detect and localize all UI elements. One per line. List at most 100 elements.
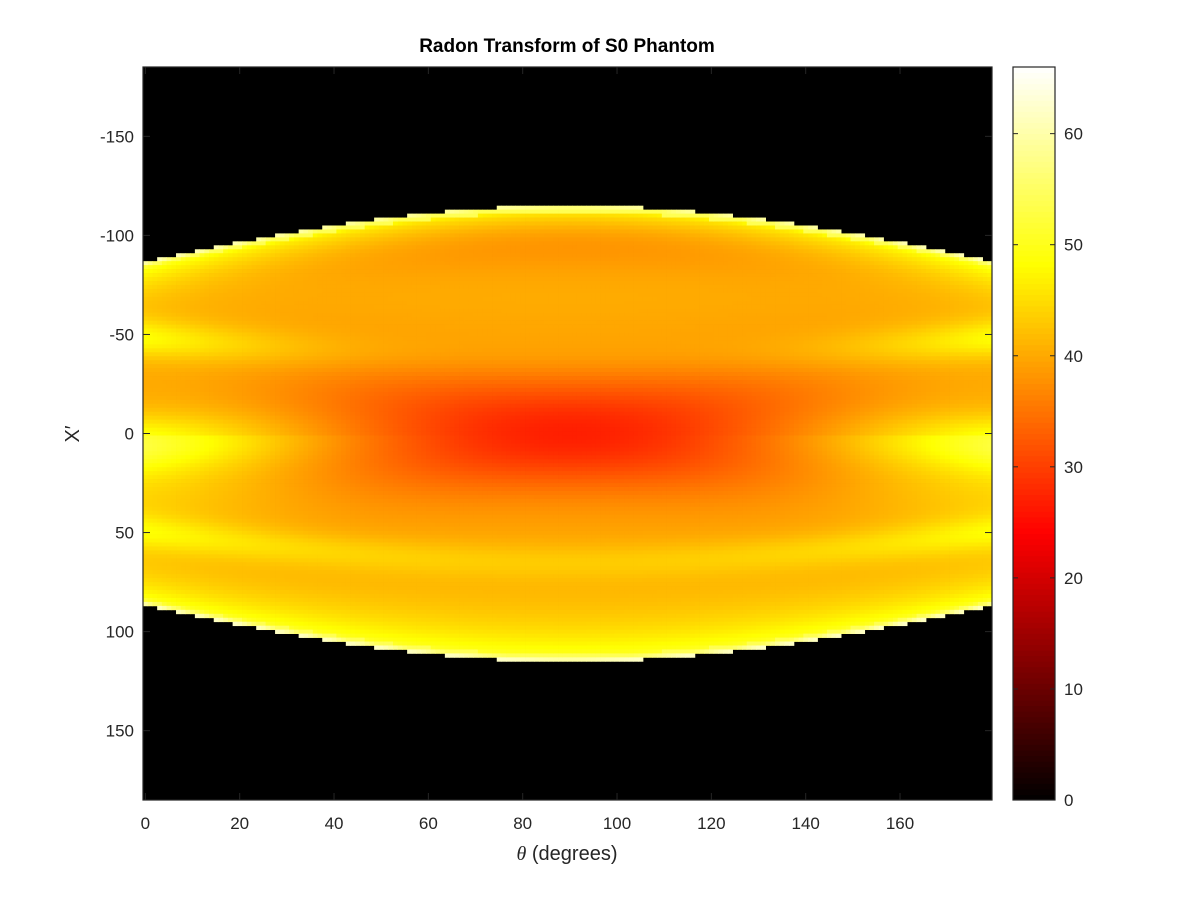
heatmap-cell (364, 296, 370, 302)
heatmap-cell (190, 300, 196, 306)
heatmap-cell (350, 546, 356, 551)
heatmap-cell (194, 380, 200, 385)
heatmap-cell (256, 506, 262, 512)
heatmap-cell (171, 475, 177, 480)
heatmap-cell (260, 276, 267, 282)
heatmap-cell (317, 391, 323, 397)
heatmap-cell (289, 360, 295, 365)
heatmap-cell (166, 570, 172, 575)
heatmap-cell (326, 534, 333, 539)
heatmap-cell (326, 237, 333, 242)
heatmap-cell (256, 502, 262, 508)
heatmap-cell (256, 292, 262, 298)
heatmap-cell (317, 609, 323, 615)
heatmap-cell (322, 296, 328, 302)
heatmap-cell (232, 387, 238, 393)
heatmap-cell (166, 439, 172, 444)
heatmap-cell (190, 312, 196, 318)
heatmap-cell (232, 312, 238, 318)
heatmap-cell (355, 316, 361, 321)
heatmap-cell (270, 261, 276, 266)
heatmap-cell (345, 336, 351, 341)
heatmap-cell (242, 352, 248, 357)
heatmap-cell (218, 364, 224, 369)
heatmap-cell (298, 407, 304, 413)
heatmap-cell (345, 451, 351, 456)
heatmap-cell (242, 447, 248, 452)
heatmap-cell (180, 526, 186, 531)
heatmap-cell (209, 316, 215, 321)
heatmap-cell (161, 296, 167, 302)
heatmap-cell (265, 288, 271, 294)
heatmap-cell (270, 502, 276, 508)
heatmap-cell (289, 419, 295, 424)
heatmap-cell (190, 391, 196, 397)
heatmap-cell (199, 601, 205, 607)
heatmap-cell (166, 308, 172, 314)
heatmap-cell (166, 443, 172, 448)
heatmap-cell (256, 621, 262, 627)
heatmap-cell (298, 245, 304, 250)
heatmap-cell (227, 380, 234, 385)
heatmap-cell (331, 455, 337, 460)
heatmap-cell (185, 253, 191, 258)
heatmap-cell (284, 280, 290, 286)
heatmap-cell (223, 451, 229, 456)
heatmap-cell (209, 443, 215, 448)
heatmap-cell (350, 447, 356, 452)
heatmap-cell (308, 593, 314, 599)
heatmap-cell (260, 245, 267, 250)
heatmap-cell (298, 502, 304, 508)
heatmap-cell (331, 506, 337, 512)
heatmap-cell (336, 399, 342, 405)
heatmap-cell (364, 221, 370, 226)
heatmap-cell (213, 328, 219, 333)
heatmap-cell (199, 498, 205, 504)
heatmap-cell (204, 348, 210, 353)
heatmap-cell (204, 435, 210, 440)
heatmap-cell (171, 518, 177, 524)
heatmap-cell (199, 494, 205, 500)
heatmap-cell (194, 360, 200, 365)
heatmap-cell (199, 423, 205, 428)
heatmap-cell (374, 562, 380, 567)
heatmap-cell (152, 447, 158, 452)
heatmap-cell (223, 550, 229, 555)
heatmap-cell (331, 621, 337, 627)
heatmap-cell (180, 486, 186, 492)
heatmap-cell (341, 590, 347, 595)
heatmap-cell (246, 320, 252, 325)
heatmap-cell (279, 241, 285, 246)
heatmap-cell (161, 328, 167, 333)
heatmap-cell (284, 574, 290, 579)
heatmap-cell (326, 265, 333, 270)
heatmap-cell (359, 328, 366, 333)
heatmap-cell (322, 383, 328, 389)
heatmap-cell (147, 316, 153, 321)
heatmap-cell (270, 316, 276, 321)
heatmap-cell (147, 273, 153, 278)
heatmap-cell (359, 443, 366, 448)
heatmap-cell (246, 391, 252, 397)
heatmap-cell (227, 261, 234, 266)
heatmap-cell (284, 530, 290, 535)
heatmap-cell (232, 439, 238, 444)
heatmap-cell (209, 288, 215, 294)
heatmap-cell (209, 542, 215, 547)
heatmap-cell (152, 498, 158, 504)
heatmap-cell (194, 376, 200, 381)
heatmap-cell (364, 241, 370, 246)
heatmap-cell (369, 403, 375, 409)
heatmap-cell (176, 570, 182, 575)
heatmap-cell (242, 241, 248, 246)
heatmap-cell (223, 261, 229, 266)
heatmap-cell (194, 605, 200, 611)
heatmap-cell (227, 332, 234, 337)
heatmap-cell (374, 340, 380, 345)
heatmap-cell (322, 574, 328, 579)
heatmap-cell (157, 550, 163, 555)
heatmap-cell (147, 300, 153, 306)
heatmap-cell (161, 530, 167, 535)
heatmap-cell (260, 475, 267, 480)
heatmap-cell (166, 471, 172, 476)
